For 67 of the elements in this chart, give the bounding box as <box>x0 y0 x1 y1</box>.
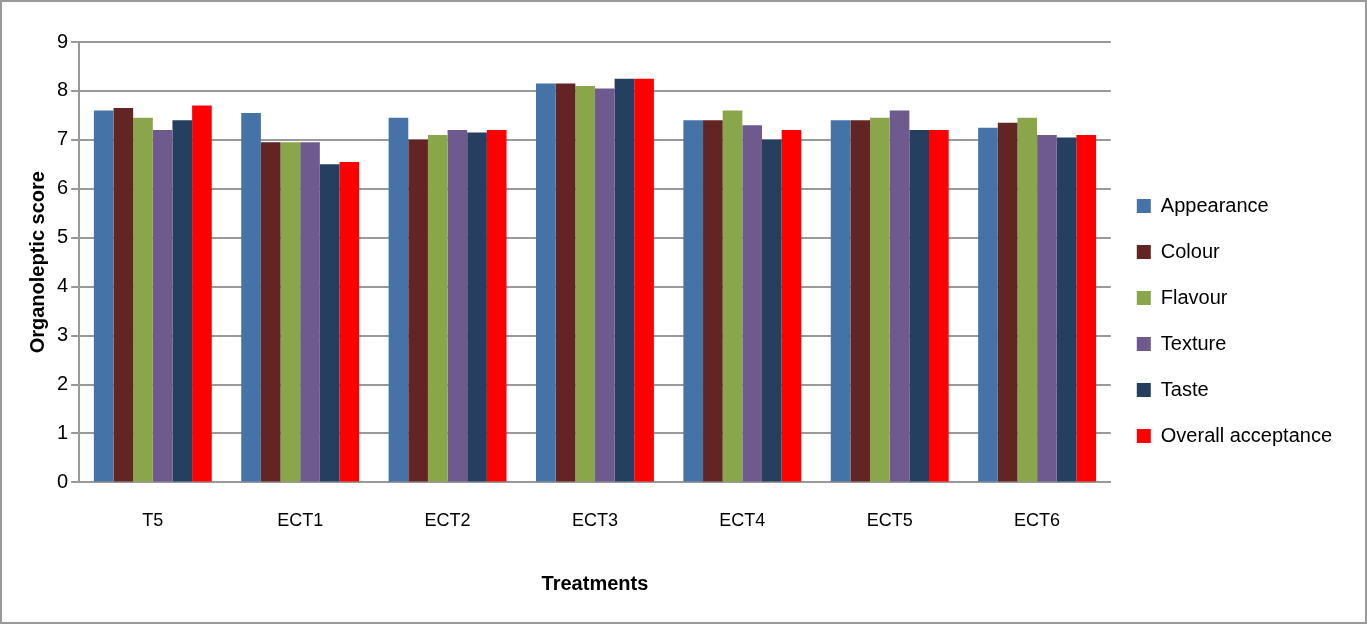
bar <box>172 120 193 482</box>
bar <box>133 117 153 482</box>
bar <box>1076 134 1097 482</box>
y-tick-label: 1 <box>57 420 69 443</box>
bar <box>1037 134 1057 482</box>
bar <box>427 134 448 482</box>
legend-label: Taste <box>1160 377 1209 400</box>
bar <box>192 105 212 482</box>
x-tick-label: ECT2 <box>424 510 471 531</box>
bar <box>761 139 782 482</box>
bar <box>319 164 340 482</box>
y-tick-label: 4 <box>57 274 69 297</box>
bar <box>575 86 595 482</box>
x-tick-label: ECT4 <box>719 510 766 531</box>
y-tick-label: 2 <box>57 372 69 395</box>
bar <box>93 110 114 482</box>
bar <box>889 110 910 482</box>
bar <box>1056 137 1077 482</box>
bar <box>909 130 930 482</box>
legend-label: Flavour <box>1160 285 1228 308</box>
bar <box>555 83 576 482</box>
bar <box>929 130 949 482</box>
bar <box>339 161 360 482</box>
bar <box>830 120 851 482</box>
y-tick-label: 7 <box>57 127 69 150</box>
y-tick-label: 0 <box>57 469 69 492</box>
y-tick-label: 5 <box>57 225 69 248</box>
y-tick-label: 8 <box>57 78 69 101</box>
bar <box>634 78 654 482</box>
bar <box>113 108 134 482</box>
bar <box>260 142 281 482</box>
bar <box>978 127 998 482</box>
bar <box>241 112 261 482</box>
bar <box>536 83 556 482</box>
x-axis-title: Treatments <box>541 571 649 594</box>
legend-label: Colour <box>1160 239 1221 262</box>
bar <box>870 117 890 482</box>
bar <box>447 130 468 482</box>
y-tick-label: 3 <box>57 323 69 346</box>
x-tick-label: ECT3 <box>571 510 618 531</box>
bar <box>703 120 723 482</box>
bar <box>781 130 802 482</box>
bar <box>486 130 507 482</box>
y-tick-label: 6 <box>57 176 69 199</box>
bar <box>467 132 487 482</box>
bar <box>152 130 173 482</box>
x-tick-label: T5 <box>142 510 164 531</box>
bar <box>594 88 615 482</box>
bar <box>614 78 635 482</box>
x-tick-label: ECT1 <box>277 510 324 531</box>
x-tick-label: ECT6 <box>1014 510 1061 531</box>
x-tick-label: ECT5 <box>866 510 913 531</box>
bar <box>1017 117 1038 482</box>
legend-label: Texture <box>1160 331 1227 354</box>
legend-label: Overall acceptance <box>1160 423 1332 446</box>
bar <box>388 117 409 482</box>
bar <box>683 120 704 482</box>
bar <box>722 110 743 482</box>
y-tick-label: 9 <box>57 29 69 52</box>
bar <box>997 122 1018 482</box>
bar <box>280 142 301 482</box>
legend-label: Appearance <box>1160 193 1269 216</box>
bar <box>408 139 428 482</box>
bar <box>850 120 871 482</box>
y-axis-title: Organoleptic score <box>25 171 48 354</box>
bar <box>300 142 320 482</box>
bar <box>742 125 762 482</box>
